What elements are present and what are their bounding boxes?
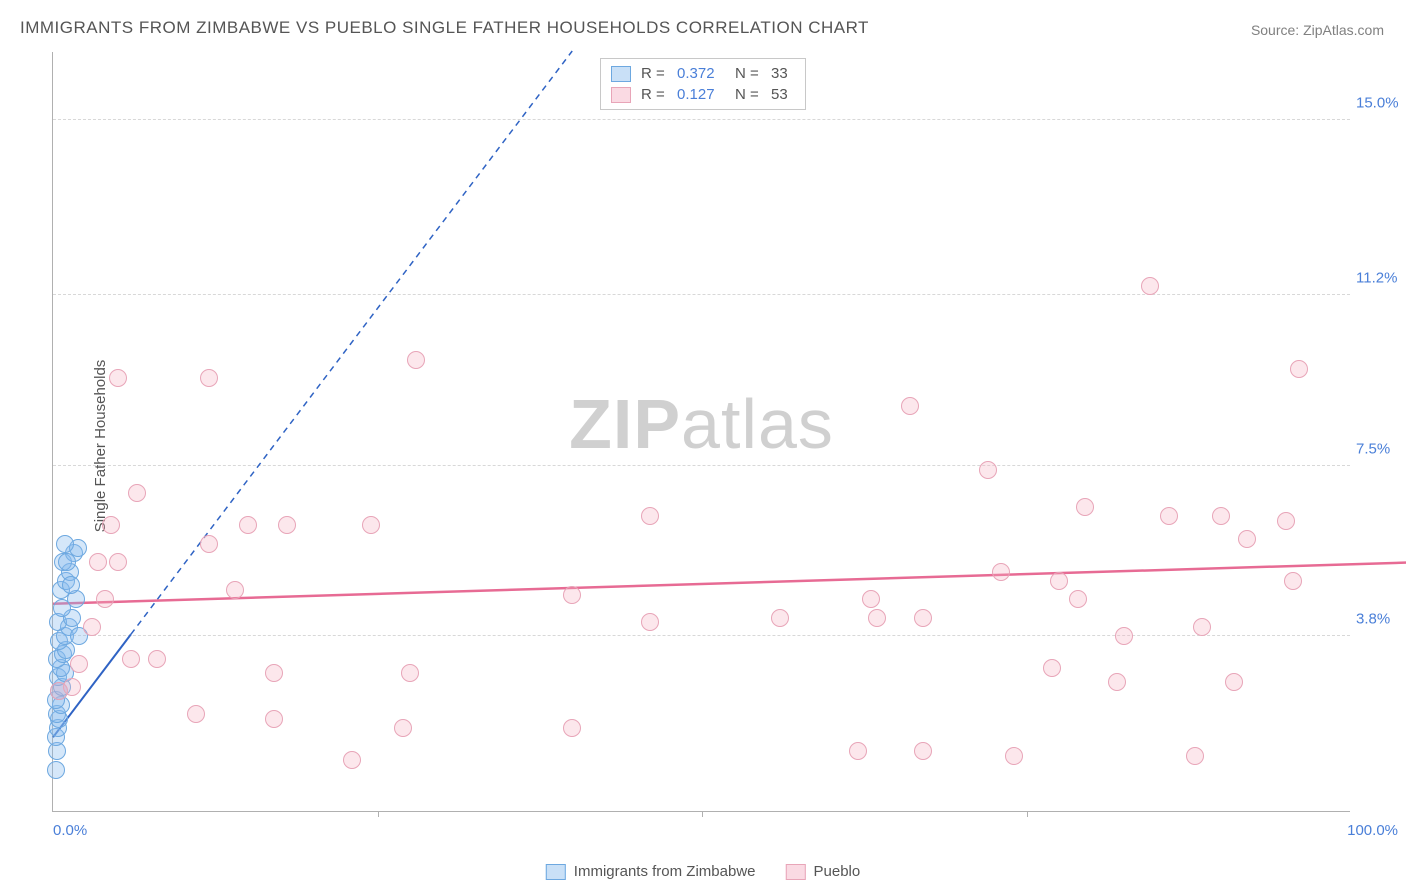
scatter-point xyxy=(992,563,1010,581)
x-tick-label: 100.0% xyxy=(1347,822,1398,839)
swatch-blue-icon xyxy=(546,864,566,880)
scatter-point xyxy=(1069,590,1087,608)
scatter-point xyxy=(1141,277,1159,295)
scatter-point xyxy=(914,609,932,627)
scatter-point xyxy=(771,609,789,627)
scatter-point xyxy=(63,678,81,696)
scatter-point xyxy=(1050,572,1068,590)
scatter-point xyxy=(1108,673,1126,691)
source-label: Source: ZipAtlas.com xyxy=(1251,22,1384,38)
scatter-point xyxy=(102,516,120,534)
scatter-point xyxy=(239,516,257,534)
scatter-point xyxy=(226,581,244,599)
scatter-point xyxy=(1225,673,1243,691)
legend-stats: R = 0.372 N = 33 R = 0.127 N = 53 xyxy=(600,58,806,110)
scatter-point xyxy=(128,484,146,502)
scatter-point xyxy=(96,590,114,608)
scatter-point xyxy=(109,553,127,571)
x-tick-mark xyxy=(1027,811,1028,817)
y-tick-label: 7.5% xyxy=(1356,440,1406,457)
scatter-point xyxy=(401,664,419,682)
scatter-point xyxy=(56,535,74,553)
x-tick-mark xyxy=(378,811,379,817)
scatter-point xyxy=(407,351,425,369)
scatter-point xyxy=(563,719,581,737)
y-tick-label: 11.2% xyxy=(1356,270,1406,287)
scatter-point xyxy=(70,655,88,673)
scatter-point xyxy=(1186,747,1204,765)
scatter-point xyxy=(1043,659,1061,677)
scatter-point xyxy=(1160,507,1178,525)
correlation-chart: IMMIGRANTS FROM ZIMBABWE VS PUEBLO SINGL… xyxy=(0,0,1406,892)
scatter-point xyxy=(1212,507,1230,525)
scatter-point xyxy=(914,742,932,760)
scatter-point xyxy=(362,516,380,534)
r-value-blue: 0.372 xyxy=(677,65,725,82)
scatter-point xyxy=(1277,512,1295,530)
trendlines-layer xyxy=(53,51,1351,811)
scatter-point xyxy=(1193,618,1211,636)
legend-item-pink: Pueblo xyxy=(786,863,861,880)
legend-item-blue: Immigrants from Zimbabwe xyxy=(546,863,756,880)
scatter-point xyxy=(278,516,296,534)
scatter-point xyxy=(1290,360,1308,378)
scatter-point xyxy=(394,719,412,737)
scatter-point xyxy=(265,664,283,682)
scatter-point xyxy=(1005,747,1023,765)
scatter-point xyxy=(1284,572,1302,590)
x-tick-mark xyxy=(702,811,703,817)
chart-title: IMMIGRANTS FROM ZIMBABWE VS PUEBLO SINGL… xyxy=(20,18,869,38)
scatter-point xyxy=(83,618,101,636)
scatter-point xyxy=(122,650,140,668)
scatter-point xyxy=(849,742,867,760)
legend-row-blue: R = 0.372 N = 33 xyxy=(611,63,795,84)
legend-row-pink: R = 0.127 N = 53 xyxy=(611,84,795,105)
r-value-pink: 0.127 xyxy=(677,86,725,103)
scatter-point xyxy=(200,369,218,387)
scatter-point xyxy=(868,609,886,627)
r-label: R = xyxy=(641,86,667,103)
y-tick-label: 15.0% xyxy=(1356,95,1406,112)
scatter-point xyxy=(641,507,659,525)
scatter-point xyxy=(862,590,880,608)
scatter-point xyxy=(109,369,127,387)
swatch-pink-icon xyxy=(786,864,806,880)
scatter-point xyxy=(343,751,361,769)
scatter-point xyxy=(1115,627,1133,645)
n-value-pink: 53 xyxy=(771,86,795,103)
n-label: N = xyxy=(735,86,761,103)
swatch-blue-icon xyxy=(611,66,631,82)
scatter-point xyxy=(89,553,107,571)
legend-label: Pueblo xyxy=(814,863,861,880)
scatter-point xyxy=(148,650,166,668)
legend-label: Immigrants from Zimbabwe xyxy=(574,863,756,880)
scatter-point xyxy=(62,576,80,594)
scatter-point xyxy=(1238,530,1256,548)
n-label: N = xyxy=(735,65,761,82)
plot-area: ZIPatlas 3.8%7.5%11.2%15.0%0.0%100.0% xyxy=(52,52,1350,812)
scatter-point xyxy=(641,613,659,631)
scatter-point xyxy=(187,705,205,723)
scatter-point xyxy=(200,535,218,553)
y-tick-label: 3.8% xyxy=(1356,610,1406,627)
x-tick-label: 0.0% xyxy=(53,822,87,839)
scatter-point xyxy=(265,710,283,728)
scatter-point xyxy=(563,586,581,604)
scatter-point xyxy=(1076,498,1094,516)
swatch-pink-icon xyxy=(611,87,631,103)
scatter-point xyxy=(47,761,65,779)
scatter-point xyxy=(979,461,997,479)
legend-series: Immigrants from Zimbabwe Pueblo xyxy=(546,863,860,880)
scatter-point xyxy=(901,397,919,415)
n-value-blue: 33 xyxy=(771,65,795,82)
r-label: R = xyxy=(641,65,667,82)
